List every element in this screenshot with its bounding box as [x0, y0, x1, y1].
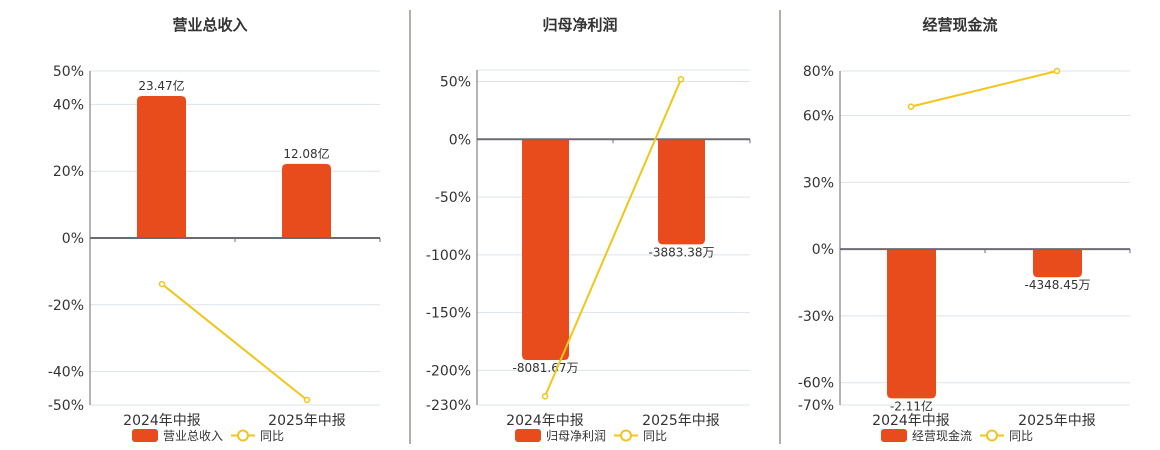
legend-bar-label[interactable]: 经营现金流 [912, 428, 972, 443]
legend-bar-label[interactable]: 营业总收入 [163, 429, 223, 443]
legend-line-marker-icon [620, 429, 632, 442]
bar-value-label: -8081.67万 [513, 361, 579, 375]
chart-title-revenue: 营业总收入 [172, 16, 248, 34]
legend-bar-label[interactable]: 归母净利润 [546, 429, 606, 443]
y-tick-label: 0% [812, 242, 834, 258]
chart-title-cash-flow: 经营现金流 [922, 16, 998, 34]
y-tick-label: 0% [449, 132, 471, 148]
bar-cash-flow-0[interactable] [887, 249, 936, 399]
y-tick-label: 60% [803, 109, 834, 125]
x-category-label: 2024年中报 [872, 413, 950, 429]
bar-value-label: -2.11亿 [890, 398, 933, 413]
legend-bar-swatch[interactable] [132, 429, 158, 442]
bar-value-label: -4348.45万 [1025, 278, 1091, 292]
y-tick-label: -50% [435, 190, 471, 206]
y-tick-label: 80% [803, 64, 834, 80]
y-tick-label: 30% [803, 175, 834, 191]
yoy-point[interactable] [158, 280, 166, 288]
bar-cash-flow-1[interactable] [1033, 249, 1082, 278]
y-tick-label: -50% [48, 398, 84, 414]
y-tick-label: -30% [798, 309, 834, 325]
y-tick-label: -150% [426, 306, 471, 322]
y-tick-label: -60% [798, 376, 834, 392]
y-tick-label: 0% [62, 231, 84, 247]
legend-line-label[interactable]: 同比 [1009, 429, 1033, 443]
legend-line-marker-icon [237, 429, 249, 442]
chart-title-net-profit: 归母净利润 [542, 16, 618, 34]
bar-value-label: 23.47亿 [138, 78, 184, 93]
legend-line-label[interactable]: 同比 [643, 429, 667, 443]
bar-revenue-0[interactable] [137, 96, 186, 238]
x-category-label: 2024年中报 [506, 413, 584, 429]
bar-net-profit-1[interactable] [658, 139, 705, 245]
x-category-label: 2025年中报 [642, 413, 720, 429]
bar-revenue-1[interactable] [282, 163, 331, 238]
y-tick-label: -70% [798, 398, 834, 414]
y-tick-label: 50% [53, 64, 84, 80]
x-category-label: 2025年中报 [1018, 413, 1096, 429]
y-tick-label: -100% [426, 248, 471, 264]
bar-value-label: -3883.38万 [649, 245, 715, 259]
legend-bar-swatch[interactable] [515, 429, 541, 442]
panel-divider-2 [779, 10, 781, 444]
panel-divider-1 [409, 10, 411, 444]
bar-net-profit-0[interactable] [522, 139, 569, 360]
y-tick-label: 40% [53, 97, 84, 113]
yoy-line [161, 283, 308, 401]
y-tick-label: 20% [53, 164, 84, 180]
yoy-point[interactable] [677, 75, 685, 83]
yoy-point[interactable] [541, 393, 549, 400]
yoy-point[interactable] [303, 396, 311, 404]
y-tick-label: -20% [48, 298, 84, 314]
legend-bar-swatch[interactable] [881, 429, 907, 442]
yoy-line [544, 78, 682, 397]
legend-line-label[interactable]: 同比 [260, 429, 284, 443]
yoy-line [910, 70, 1058, 108]
y-tick-label: -200% [426, 363, 471, 379]
bar-value-label: 12.08亿 [283, 146, 329, 161]
y-tick-label: -40% [48, 365, 84, 381]
x-category-label: 2025年中报 [268, 413, 346, 429]
yoy-point[interactable] [1053, 67, 1061, 75]
y-tick-label: 50% [440, 75, 471, 91]
x-category-label: 2024年中报 [123, 413, 201, 429]
yoy-point[interactable] [907, 103, 915, 110]
y-tick-label: -230% [426, 398, 471, 414]
legend-line-marker-icon [986, 429, 998, 442]
